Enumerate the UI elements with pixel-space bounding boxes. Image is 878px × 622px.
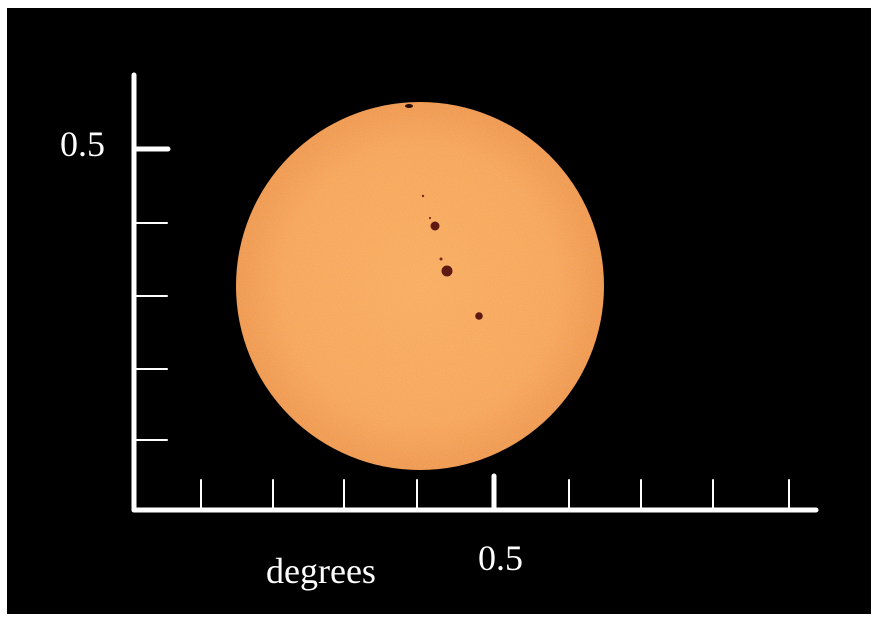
sunspot (439, 257, 443, 261)
sunspot (430, 221, 440, 231)
sun-disk (236, 102, 604, 470)
x-tick-label: 0.5 (478, 538, 523, 578)
sun-limb-spot (405, 104, 413, 108)
sunspots (421, 194, 483, 320)
sunspot (441, 265, 453, 277)
y-axis (131, 72, 171, 513)
sunspot (428, 216, 432, 220)
sunspot (475, 312, 483, 320)
sunspot (421, 194, 425, 198)
x-axis-label: degrees (266, 551, 376, 591)
y-tick-label: 0.5 (60, 124, 105, 164)
x-axis (131, 473, 819, 513)
